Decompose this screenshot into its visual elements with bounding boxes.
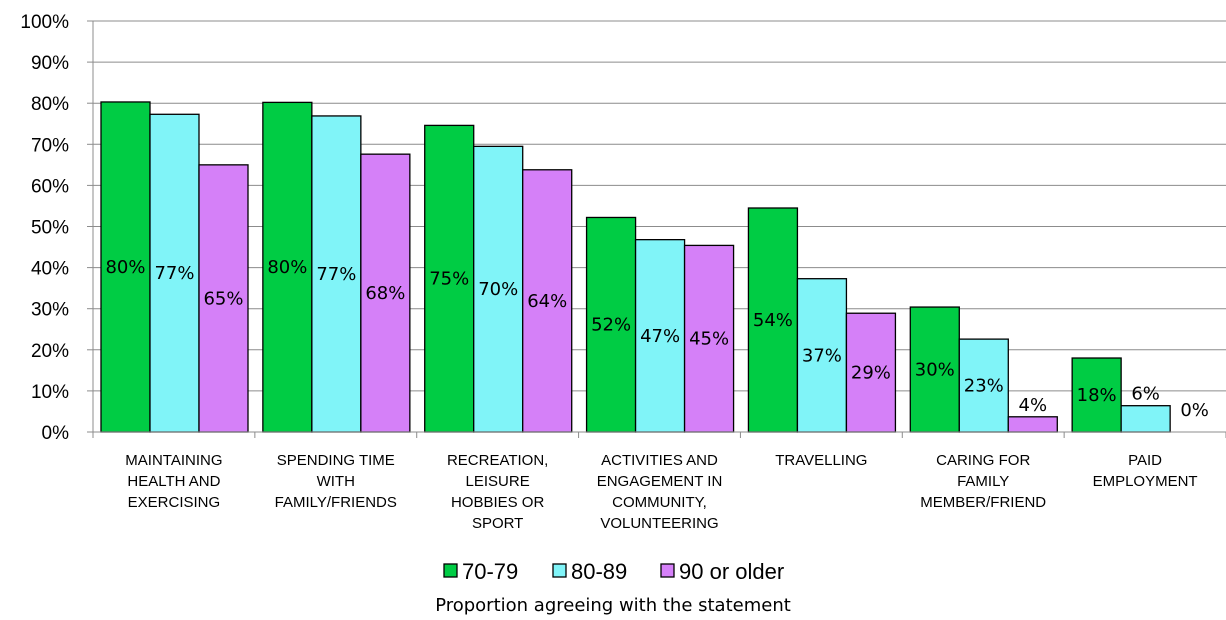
x-category-label: ACTIVITIES AND xyxy=(601,452,718,469)
y-tick-label: 40% xyxy=(31,259,69,280)
bar xyxy=(1120,405,1171,433)
bar xyxy=(262,101,313,433)
bar xyxy=(473,145,524,433)
bar xyxy=(198,164,249,433)
data-label: 47% xyxy=(640,326,680,347)
bar xyxy=(909,306,960,433)
bar xyxy=(1007,416,1058,433)
data-label: 18% xyxy=(1077,385,1117,406)
y-axis-ticks: 0% 10% 20% 30% 40% 50% 60% 70% 80% 90% 100% xyxy=(20,12,69,444)
legend-label: 70-79 xyxy=(462,559,518,584)
bar xyxy=(796,278,848,433)
data-label: 4% xyxy=(1019,395,1048,416)
data-label: 77% xyxy=(154,263,194,284)
y-tick-label: 20% xyxy=(31,341,69,362)
x-category-label: LEISURE xyxy=(466,473,530,490)
y-tick-label: 60% xyxy=(31,176,69,197)
data-label: 64% xyxy=(527,291,567,312)
axes xyxy=(87,20,1226,438)
x-category-label: CARING FOR xyxy=(936,452,1030,469)
x-category-label: HOBBIES OR xyxy=(451,494,545,511)
bar xyxy=(634,239,686,433)
legend-label: 90 or older xyxy=(679,559,784,584)
bar xyxy=(149,113,200,433)
data-label: 52% xyxy=(591,315,631,336)
data-label: 37% xyxy=(802,345,842,366)
y-tick-label: 30% xyxy=(31,300,69,321)
legend-label: 80-89 xyxy=(571,559,627,584)
bar xyxy=(522,169,573,433)
x-category-label: HEALTH AND xyxy=(127,473,220,490)
y-tick-label: 90% xyxy=(31,53,69,74)
y-tick-label: 10% xyxy=(31,382,69,403)
data-label: 70% xyxy=(478,279,518,300)
x-axis-categories: MAINTAINING HEALTH AND EXERCISING SPENDING … xyxy=(125,452,1197,532)
x-category-label: TRAVELLING xyxy=(775,452,867,469)
data-label: 80% xyxy=(105,257,145,278)
legend-swatch xyxy=(443,563,458,578)
x-category-label: SPORT xyxy=(472,515,523,532)
legend-swatch xyxy=(552,563,567,578)
bar xyxy=(747,207,799,433)
data-label: 77% xyxy=(316,264,356,285)
y-tick-label: 70% xyxy=(31,135,69,156)
x-category-label: WITH xyxy=(317,473,355,490)
y-tick-label: 0% xyxy=(42,423,70,444)
bar xyxy=(958,338,1009,433)
x-category-label: MEMBER/FRIEND xyxy=(920,494,1046,511)
bar xyxy=(1071,357,1122,433)
x-category-label: EMPLOYMENT xyxy=(1093,473,1198,490)
x-category-label: FAMILY/FRIENDS xyxy=(275,494,397,511)
data-label: 30% xyxy=(915,360,955,381)
y-tick-label: 100% xyxy=(20,12,69,33)
bar xyxy=(585,216,637,433)
data-label: 75% xyxy=(429,269,469,290)
bars xyxy=(100,101,1171,433)
data-label: 6% xyxy=(1131,384,1160,405)
bar xyxy=(845,312,897,433)
data-labels: 80% 80% 75% 52% 54% 30% 18% 77% 77% 70% 47% 37% 23% 6… xyxy=(105,257,1208,421)
data-label: 68% xyxy=(365,283,405,304)
x-category-label: ENGAGEMENT IN xyxy=(597,473,723,490)
x-category-label: FAMILY xyxy=(957,473,1009,490)
x-category-label: SPENDING TIME xyxy=(277,452,395,469)
x-category-label: VOLUNTEERING xyxy=(600,515,718,532)
legend: 70-79 80-89 90 or older xyxy=(443,559,784,584)
data-label: 54% xyxy=(753,310,793,331)
data-label: 0% xyxy=(1180,400,1209,421)
data-label: 80% xyxy=(267,257,307,278)
data-label: 23% xyxy=(964,376,1004,397)
x-axis-title: Proportion agreeing with the statement xyxy=(435,595,791,616)
x-category-label: COMMUNITY, xyxy=(612,494,707,511)
x-category-label: PAID xyxy=(1128,452,1162,469)
x-category-label: MAINTAINING xyxy=(125,452,222,469)
x-category-label: RECREATION, xyxy=(447,452,548,469)
bar xyxy=(311,115,362,433)
bar xyxy=(360,153,411,433)
data-label: 29% xyxy=(851,363,891,384)
y-tick-label: 80% xyxy=(31,94,69,115)
data-label: 65% xyxy=(203,288,243,309)
y-tick-label: 50% xyxy=(31,218,69,239)
legend-swatch xyxy=(660,563,675,578)
data-label: 45% xyxy=(689,329,729,350)
x-category-label: EXERCISING xyxy=(128,494,221,511)
